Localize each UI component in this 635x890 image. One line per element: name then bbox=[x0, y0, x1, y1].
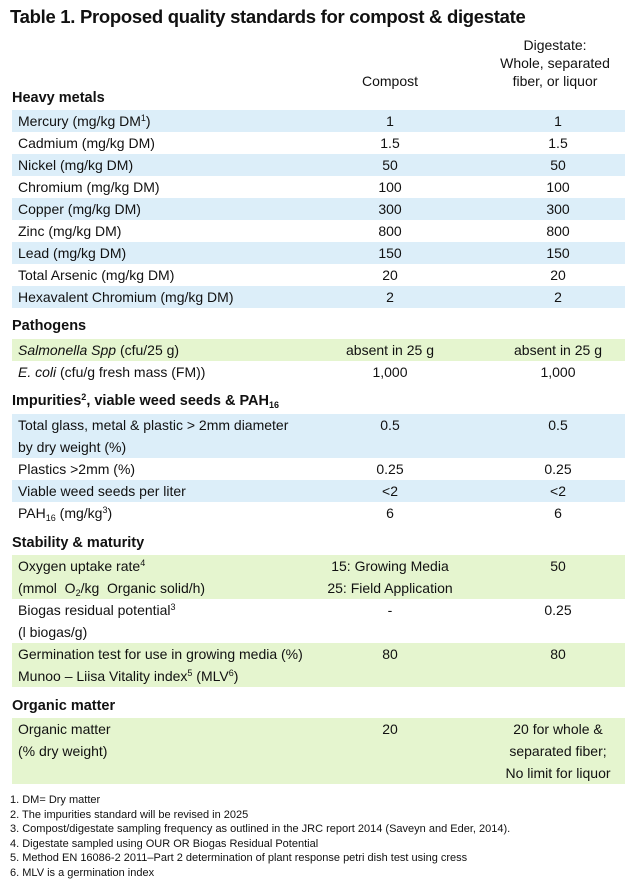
table-row: Salmonella Spp (cfu/25 g) absent in 25 g… bbox=[12, 339, 625, 361]
row-label: Cadmium (mg/kg DM) bbox=[18, 135, 155, 151]
compost-value: 0.25 bbox=[376, 461, 404, 477]
footnote: 4. Digestate sampled using OUR OR Biogas… bbox=[10, 837, 319, 850]
digestate-value: 800 bbox=[546, 223, 570, 239]
compost-value: 800 bbox=[378, 223, 402, 239]
row-label: Nickel (mg/kg DM) bbox=[18, 157, 134, 173]
row-label: Total Arsenic (mg/kg DM) bbox=[18, 267, 175, 283]
table-row: Viable weed seeds per liter <2 <2 bbox=[12, 480, 625, 502]
digestate-value: absent in 25 g bbox=[514, 342, 602, 358]
table-row: Lead (mg/kg DM) 150 150 bbox=[12, 242, 625, 264]
row-label: Total glass, metal & plastic > 2mm diame… bbox=[18, 417, 289, 455]
footnote: 6. MLV is a germination index bbox=[10, 866, 155, 879]
compost-value: 6 bbox=[386, 505, 394, 521]
digestate-value: 80 bbox=[550, 646, 566, 662]
table-row: Organic matter (% dry weight) 20 20 for … bbox=[12, 718, 625, 784]
column-header-digestate: Digestate: Whole, separated fiber, or li… bbox=[480, 36, 630, 90]
table-row: Oxygen uptake rate4 (mmol O2/kg Organic … bbox=[12, 555, 625, 599]
table-row: Germination test for use in growing medi… bbox=[12, 643, 625, 687]
row-label: Organic matter (% dry weight) bbox=[18, 721, 111, 759]
table-row: Total glass, metal & plastic > 2mm diame… bbox=[12, 414, 625, 458]
compost-value: absent in 25 g bbox=[346, 342, 434, 358]
digestate-value: 300 bbox=[546, 201, 570, 217]
row-label: Biogas residual potential3 (l biogas/g) bbox=[18, 602, 176, 640]
digestate-value: 100 bbox=[546, 179, 570, 195]
footnote: 2. The impurities standard will be revis… bbox=[10, 808, 249, 821]
row-label: Plastics >2mm (%) bbox=[18, 461, 136, 477]
table-row: Total Arsenic (mg/kg DM) 20 20 bbox=[12, 264, 625, 286]
compost-value: 0.5 bbox=[380, 417, 400, 433]
compost-value: 1,000 bbox=[372, 364, 408, 380]
table-row: Cadmium (mg/kg DM) 1.5 1.5 bbox=[12, 132, 625, 154]
footnote: 3. Compost/digestate sampling frequency … bbox=[10, 823, 511, 835]
compost-value: - bbox=[387, 602, 393, 618]
digestate-header-line: fiber, or liquor bbox=[512, 73, 598, 89]
digestate-value: 20 for whole & separated fiber; No limit… bbox=[505, 721, 611, 781]
digestate-value: 6 bbox=[554, 505, 562, 521]
compost-value: 100 bbox=[378, 179, 402, 195]
section-pathogens: Pathogens bbox=[12, 318, 87, 334]
compost-value: <2 bbox=[382, 483, 398, 499]
compost-value: 20 bbox=[382, 721, 398, 737]
section-heavy-metals: Heavy metals bbox=[12, 90, 105, 106]
table-row: Chromium (mg/kg DM) 100 100 bbox=[12, 176, 625, 198]
footnote: 1. DM= Dry matter bbox=[10, 794, 101, 806]
table-title: Table 1. Proposed quality standards for … bbox=[10, 6, 526, 27]
digestate-value: 1.5 bbox=[548, 135, 568, 151]
digestate-value: 50 bbox=[550, 558, 566, 574]
digestate-header-line: Digestate: bbox=[523, 37, 587, 53]
row-label: Zinc (mg/kg DM) bbox=[18, 223, 122, 239]
row-label: Chromium (mg/kg DM) bbox=[18, 179, 160, 195]
section-stability: Stability & maturity bbox=[12, 535, 145, 551]
compost-value: 2 bbox=[386, 289, 394, 305]
table-row: Copper (mg/kg DM) 300 300 bbox=[12, 198, 625, 220]
compost-value: 50 bbox=[382, 157, 398, 173]
compost-value: 300 bbox=[378, 201, 402, 217]
digestate-value: 50 bbox=[550, 157, 566, 173]
digestate-value: 1,000 bbox=[540, 364, 576, 380]
row-label: Lead (mg/kg DM) bbox=[18, 245, 127, 261]
compost-value: 1 bbox=[386, 113, 394, 129]
compost-value: 80 bbox=[382, 646, 398, 662]
row-label: E. coli (cfu/g fresh mass (FM)) bbox=[18, 364, 206, 380]
digestate-value: 0.25 bbox=[544, 602, 572, 618]
digestate-value: 150 bbox=[546, 245, 570, 261]
table-row: E. coli (cfu/g fresh mass (FM)) 1,000 1,… bbox=[12, 361, 625, 383]
table-row: Nickel (mg/kg DM) 50 50 bbox=[12, 154, 625, 176]
compost-value: 1.5 bbox=[380, 135, 400, 151]
table-row: PAH16 (mg/kg3) 6 6 bbox=[12, 502, 625, 524]
digestate-value: 0.25 bbox=[544, 461, 572, 477]
table-row: Zinc (mg/kg DM) 800 800 bbox=[12, 220, 625, 242]
section-organic-matter: Organic matter bbox=[12, 698, 116, 714]
table-row: Mercury (mg/kg DM1) 1 1 bbox=[12, 110, 625, 132]
row-label: Oxygen uptake rate4 (mmol O2/kg Organic … bbox=[18, 558, 206, 598]
table-row: Plastics >2mm (%) 0.25 0.25 bbox=[12, 458, 625, 480]
row-label: Germination test for use in growing medi… bbox=[18, 646, 303, 684]
row-label: Mercury (mg/kg DM1) bbox=[18, 113, 151, 129]
compost-value: 20 bbox=[382, 267, 398, 283]
row-label: Salmonella Spp (cfu/25 g) bbox=[18, 342, 180, 358]
footnotes: 1. DM= Dry matter 2. The impurities stan… bbox=[10, 793, 510, 880]
digestate-header-line: Whole, separated bbox=[500, 55, 610, 71]
digestate-value: 0.5 bbox=[548, 417, 568, 433]
footnote: 5. Method EN 16086-2 2011–Part 2 determi… bbox=[10, 852, 468, 864]
row-label: PAH16 (mg/kg3) bbox=[18, 505, 113, 523]
table-row: Hexavalent Chromium (mg/kg DM) 2 2 bbox=[12, 286, 625, 308]
digestate-value: <2 bbox=[550, 483, 566, 499]
digestate-value: 20 bbox=[550, 267, 566, 283]
digestate-value: 2 bbox=[554, 289, 562, 305]
compost-value: 15: Growing Media 25: Field Application bbox=[327, 558, 453, 596]
row-label: Viable weed seeds per liter bbox=[18, 483, 186, 499]
row-label: Hexavalent Chromium (mg/kg DM) bbox=[18, 289, 234, 305]
section-impurities: Impurities2, viable weed seeds & PAH16 bbox=[12, 392, 279, 410]
row-label: Copper (mg/kg DM) bbox=[18, 201, 141, 217]
table-row: Biogas residual potential3 (l biogas/g) … bbox=[12, 599, 625, 643]
digestate-value: 1 bbox=[554, 113, 562, 129]
column-header-compost: Compost bbox=[361, 73, 419, 89]
compost-value: 150 bbox=[378, 245, 402, 261]
